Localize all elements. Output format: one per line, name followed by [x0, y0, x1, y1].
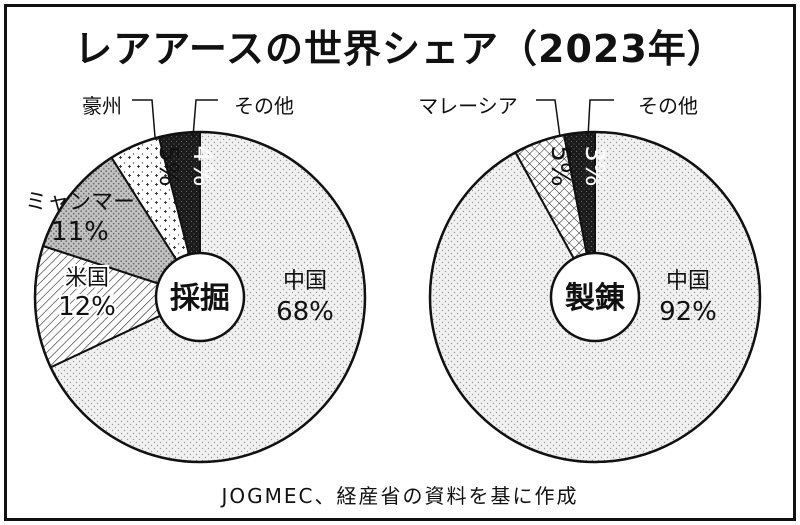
pie-outline — [428, 130, 762, 464]
pie-chart-2: 製錬 中国 92% マレーシア 5% その他 3% — [418, 94, 762, 464]
leader-line — [587, 99, 614, 138]
leader-line — [536, 99, 561, 138]
leader-line — [192, 99, 218, 138]
slice-value: 4% — [187, 145, 217, 186]
slice-value: 68% — [276, 297, 334, 327]
pie-center-label: 採掘 — [170, 281, 230, 316]
slice-label: 米国 — [65, 266, 109, 291]
slice-value: 12% — [58, 292, 116, 322]
slice-label: 中国 — [666, 269, 710, 294]
pie-center-label: 製錬 — [565, 281, 626, 316]
pie-center-hole — [549, 251, 641, 343]
slice-value: 5% — [153, 145, 183, 186]
slice-label: その他 — [234, 94, 294, 118]
slice-label: ミャンマー — [25, 190, 135, 215]
pie-outline — [33, 130, 367, 464]
slice-value: 92% — [659, 297, 717, 327]
pie-center-hole — [154, 251, 246, 343]
slice-label: マレーシア — [418, 94, 518, 118]
leader-line — [132, 99, 156, 138]
chart-title: レアアースの世界シェア（2023年） — [74, 27, 726, 71]
source-note: JOGMEC、経産省の資料を基に作成 — [221, 484, 579, 508]
slice-value: 11% — [51, 217, 109, 247]
slice-label: 豪州 — [82, 94, 122, 118]
slice-label: その他 — [638, 94, 698, 118]
slice-value: 3% — [579, 145, 609, 186]
slice-value: 5% — [545, 145, 575, 186]
slice-label: 中国 — [283, 269, 327, 294]
